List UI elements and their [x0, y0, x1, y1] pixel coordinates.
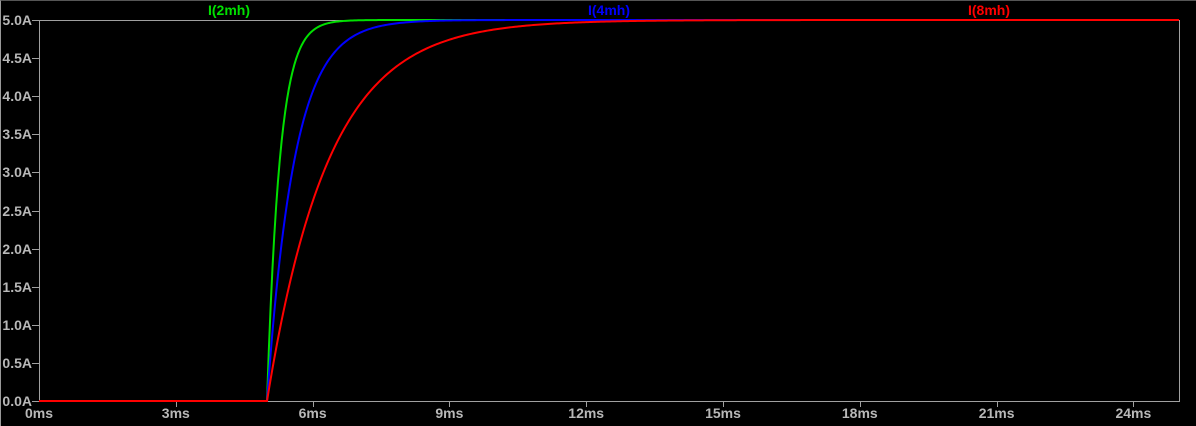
y-tick-mark [32, 172, 39, 174]
x-tick-mark [175, 402, 177, 407]
y-tick-mark [32, 401, 39, 402]
x-tick-label: 3ms [161, 405, 190, 421]
trace-i4mh [39, 19, 1179, 402]
x-tick-mark [312, 402, 314, 407]
y-tick-label: 3.5A [2, 126, 32, 143]
trace-i2mh [39, 19, 1179, 402]
y-tick-label: 5.0A [2, 12, 32, 28]
x-tick-label: 21ms [978, 405, 1015, 421]
trace-label-i2mh[interactable]: I(2mh) [208, 2, 250, 18]
trace-i8mh [39, 19, 1179, 402]
y-tick-mark [32, 96, 39, 98]
y-tick-mark [32, 20, 39, 21]
x-tick-label: 6ms [298, 405, 327, 421]
y-tick-label: 1.0A [2, 316, 32, 333]
y-tick-mark [32, 286, 39, 288]
y-tick-mark [32, 362, 39, 364]
y-tick-label: 4.0A [2, 88, 32, 105]
x-tick-mark [859, 402, 861, 407]
y-tick-label: 3.0A [2, 164, 32, 181]
x-tick-mark [449, 402, 451, 407]
y-tick-label: 2.5A [2, 202, 32, 219]
x-tick-mark [1133, 402, 1135, 407]
x-tick-mark [586, 402, 588, 407]
x-tick-label: 15ms [705, 405, 741, 421]
y-tick-label: 1.5A [2, 278, 32, 295]
y-tick-label: 4.5A [2, 50, 32, 67]
x-tick-label: 0ms [24, 405, 54, 421]
y-tick-label: 0.5A [2, 354, 32, 371]
y-tick-mark [32, 210, 39, 212]
y-tick-mark [32, 324, 39, 326]
trace-label-i4mh[interactable]: I(4mh) [588, 2, 630, 18]
y-tick-label: 0.0A [2, 393, 32, 409]
x-tick-mark [723, 402, 724, 407]
y-tick-label: 2.0A [2, 240, 32, 257]
x-tick-label: 12ms [568, 405, 605, 421]
x-tick-mark [996, 402, 998, 407]
trace-label-i8mh[interactable]: I(8mh) [968, 2, 1010, 18]
y-tick-mark [32, 134, 39, 136]
y-tick-mark [32, 58, 39, 60]
x-tick-label: 18ms [841, 405, 878, 421]
x-tick-label: 9ms [435, 405, 464, 421]
y-tick-mark [32, 248, 39, 250]
x-tick-label: 24ms [1115, 405, 1152, 421]
